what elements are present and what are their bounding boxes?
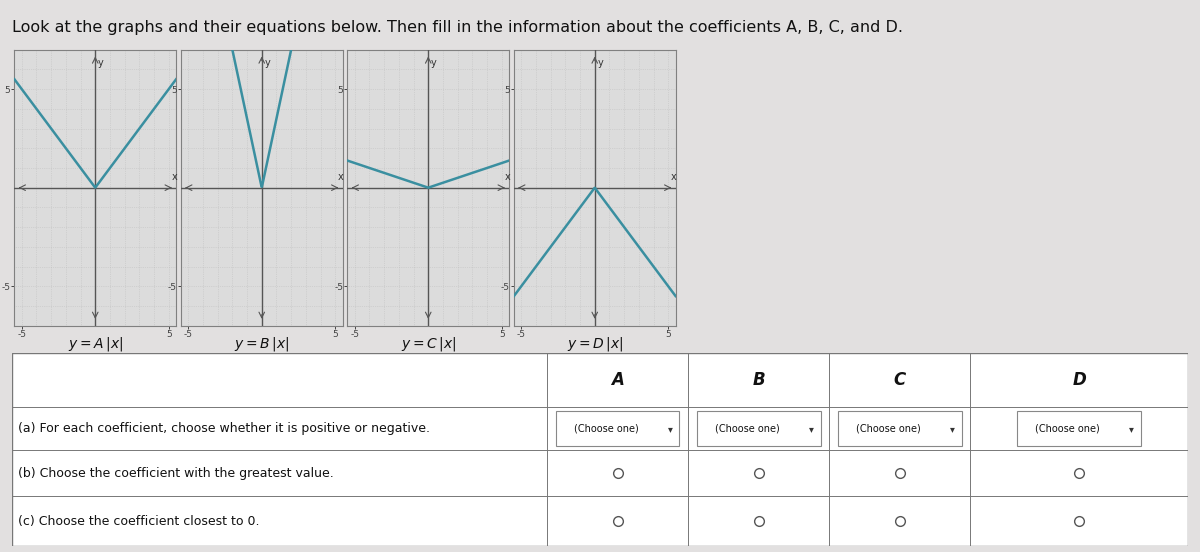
Text: C: C [894,371,906,389]
Text: x: x [172,172,178,182]
Text: A: A [611,371,624,389]
Text: (a) For each coefficient, choose whether it is positive or negative.: (a) For each coefficient, choose whether… [18,422,430,435]
Bar [838,411,961,446]
Bar [1018,411,1141,446]
Text: x: x [671,172,677,182]
Text: $y = A\,|x|$: $y = A\,|x|$ [67,335,122,353]
Text: $y = C\,|x|$: $y = C\,|x|$ [401,335,456,353]
Text: (b) Choose the coefficient with the greatest value.: (b) Choose the coefficient with the grea… [18,466,334,480]
Text: (Choose one): (Choose one) [1036,423,1100,434]
Text: y: y [98,57,104,67]
Text: ▾: ▾ [949,423,955,434]
Text: y: y [265,57,270,67]
Text: (c) Choose the coefficient closest to 0.: (c) Choose the coefficient closest to 0. [18,515,259,528]
Text: ▾: ▾ [1129,423,1134,434]
Text: $y = B\,|x|$: $y = B\,|x|$ [234,335,289,353]
Text: x: x [338,172,344,182]
Text: ▾: ▾ [667,423,672,434]
Text: (Choose one): (Choose one) [715,423,779,434]
Bar [556,411,679,446]
Text: y: y [598,57,604,67]
Text: (Choose one): (Choose one) [574,423,638,434]
Text: B: B [752,371,766,389]
Bar [697,411,821,446]
Text: (Choose one): (Choose one) [856,423,920,434]
Text: ▾: ▾ [809,423,814,434]
Text: Look at the graphs and their equations below. Then fill in the information about: Look at the graphs and their equations b… [12,20,904,35]
Text: y: y [431,57,437,67]
Text: D: D [1073,371,1086,389]
Text: x: x [505,172,510,182]
Text: $y = D\,|x|$: $y = D\,|x|$ [566,335,623,353]
